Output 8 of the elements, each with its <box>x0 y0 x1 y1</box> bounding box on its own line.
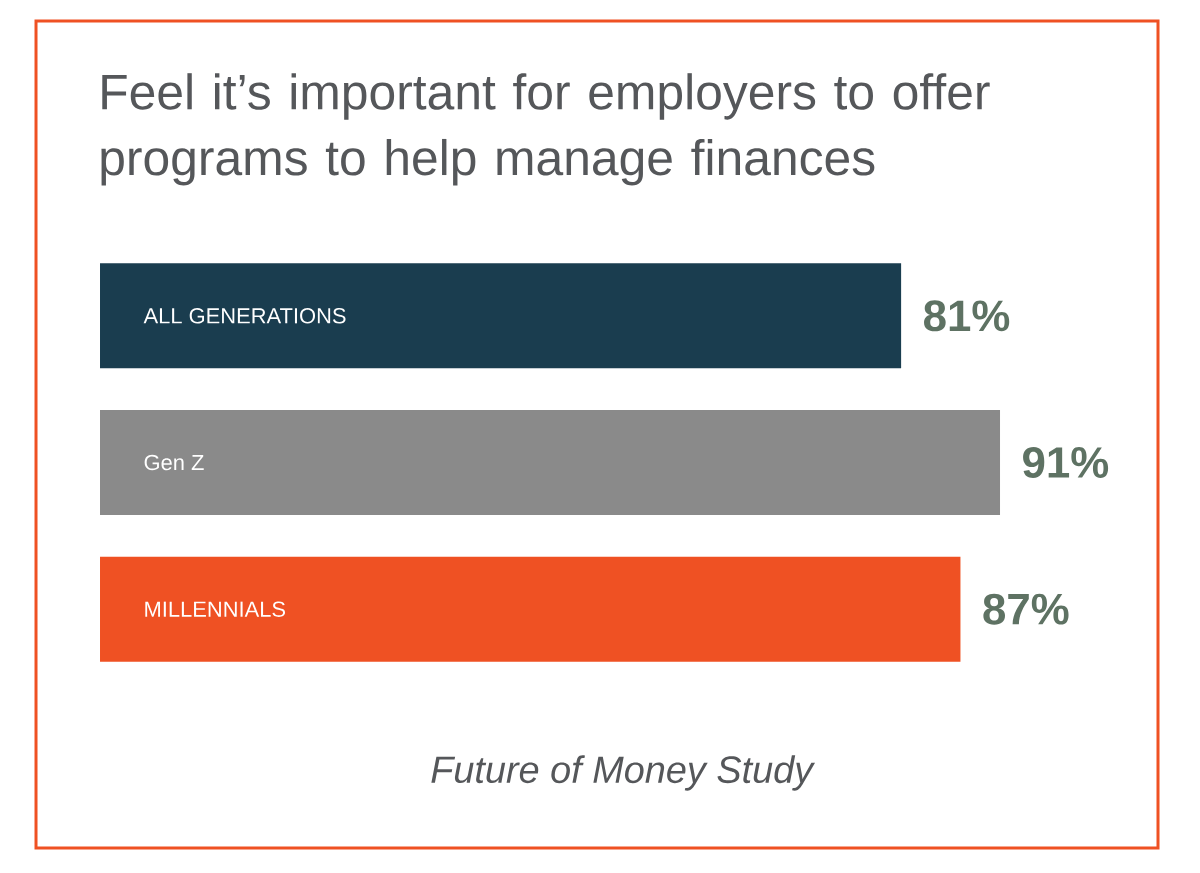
data-label: 87% <box>983 593 1069 625</box>
data-label: 81% <box>924 300 1010 332</box>
data-label: 91% <box>1023 446 1109 478</box>
y-tick-label: Gen Z <box>144 454 204 471</box>
text: Future of Money Study <box>431 755 816 791</box>
chart-title: Feel it’s important for employers to offer programs to help manage finances <box>101 73 990 186</box>
y-tick-label: MILLENNIALS <box>145 601 286 617</box>
y-tick-label: ALL GENERATIONS <box>143 308 346 324</box>
